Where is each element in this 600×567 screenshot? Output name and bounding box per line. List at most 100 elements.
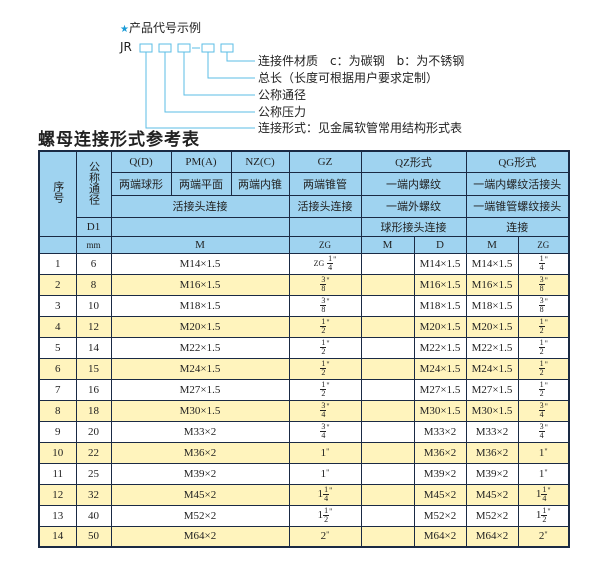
- cell-qz-m: [360, 441, 415, 464]
- cell-no: 14: [38, 525, 77, 548]
- cell-zg: 1 2 ": [288, 357, 362, 380]
- cell-no: 11: [38, 462, 77, 485]
- code-diagram: [139, 43, 255, 129]
- cell-qg-zg: 1 2 ": [517, 315, 570, 338]
- cell-qg-zg: 3 4 ": [517, 399, 570, 422]
- header-seq-cont: [38, 235, 77, 254]
- header-q-desc: 两端球形: [110, 171, 172, 196]
- header-nz-desc: 两端内锥: [230, 171, 290, 196]
- cell-qz-d: M45×2: [413, 483, 467, 506]
- cell-qg-m: M14×1.5: [465, 252, 519, 275]
- table-row: 10 22 M36×2 1" M36×2 M36×2 1": [38, 441, 570, 464]
- cell-no: 4: [38, 315, 77, 338]
- code-box: [177, 43, 191, 53]
- cell-no: 9: [38, 420, 77, 443]
- header-qz-m: M: [360, 235, 415, 254]
- cell-qg-m: M18×1.5: [465, 294, 519, 317]
- cell-no: 10: [38, 441, 77, 464]
- header-qz-desc: 一端内螺纹: [360, 171, 467, 196]
- cell-dn: 6: [75, 252, 112, 275]
- header-qz: QZ形式: [360, 150, 467, 173]
- table-row: 8 18 M30×1.5 3 4 " M30×1.5 M30×1.5 3 4 ": [38, 399, 570, 422]
- table-row: 2 8 M16×1.5 3 8 " M16×1.5 M16×1.5 3 8 ": [38, 273, 570, 296]
- header-qg-desc: 一端内螺纹活接头: [465, 171, 570, 196]
- cell-qz-m: [360, 336, 415, 359]
- header-qg-desc2: 一端锥管螺纹接头: [465, 194, 570, 218]
- cell-m: M14×1.5: [110, 252, 290, 275]
- cell-m: M20×1.5: [110, 315, 290, 338]
- cell-qg-zg: 3 8 ": [517, 273, 570, 296]
- table-row: 9 20 M33×2 3 4 " M33×2 M33×2 3 4 ": [38, 420, 570, 443]
- table-row: 1 6 M14×1.5 ZG 1 4 " M14×1.5 M14×1.5 1 4 ": [38, 252, 570, 275]
- star-icon: ★: [120, 24, 129, 35]
- header-nz: NZ(C): [230, 150, 290, 173]
- header-qz-desc3: 球形接头连接: [360, 216, 467, 237]
- cell-qz-m: [360, 420, 415, 443]
- cell-qg-zg: 1 2 ": [517, 357, 570, 380]
- header-mm: mm: [75, 235, 112, 254]
- code-box: [220, 43, 234, 53]
- header-dn: 公称通径: [75, 150, 112, 218]
- header-zg: ZG: [288, 235, 362, 254]
- cell-zg: 3 4 ": [288, 420, 362, 443]
- cell-qg-zg: 3 8 ": [517, 294, 570, 317]
- cell-qg-m: M52×2: [465, 504, 519, 527]
- cell-qg-zg: 1": [517, 441, 570, 464]
- header-gz-desc: 两端锥管: [288, 171, 362, 196]
- cell-dn: 15: [75, 357, 112, 380]
- cell-zg: 1 2 ": [288, 315, 362, 338]
- cell-m: M30×1.5: [110, 399, 290, 422]
- table-row: 4 12 M20×1.5 1 2 " M20×1.5 M20×1.5 1 2 ": [38, 315, 570, 338]
- cell-m: M16×1.5: [110, 273, 290, 296]
- cell-dn: 25: [75, 462, 112, 485]
- cell-qz-d: M30×1.5: [413, 399, 467, 422]
- legend-title: ★产品代号示例: [120, 19, 201, 36]
- cell-m: M45×2: [110, 483, 290, 506]
- cell-qz-d: M36×2: [413, 441, 467, 464]
- cell-zg: 3 8 ": [288, 294, 362, 317]
- cell-dn: 8: [75, 273, 112, 296]
- cell-qg-m: M22×1.5: [465, 336, 519, 359]
- header-qg: QG形式: [465, 150, 570, 173]
- cell-qz-d: M39×2: [413, 462, 467, 485]
- cell-qz-m: [360, 294, 415, 317]
- table-row: 3 10 M18×1.5 3 8 " M18×1.5 M18×1.5 3 8 ": [38, 294, 570, 317]
- cell-zg: 1": [288, 441, 362, 464]
- header-qz-desc2: 一端外螺纹: [360, 194, 467, 218]
- cell-zg: 1 2 ": [288, 336, 362, 359]
- cell-m: M24×1.5: [110, 357, 290, 380]
- cell-dn: 12: [75, 315, 112, 338]
- code-box: [158, 43, 172, 53]
- header-qg-desc3: 连接: [465, 216, 570, 237]
- header-seq: 序号: [38, 150, 77, 237]
- cell-dn: 10: [75, 294, 112, 317]
- cell-zg: 1 1 4 ": [288, 483, 362, 506]
- cell-qg-m: M30×1.5: [465, 399, 519, 422]
- header-d1: D1: [75, 216, 112, 237]
- header-union: 活接头连接: [110, 194, 290, 218]
- cell-qz-m: [360, 273, 415, 296]
- label-diameter: 公称通径: [258, 88, 307, 102]
- cell-qg-m: M33×2: [465, 420, 519, 443]
- cell-m: M52×2: [110, 504, 290, 527]
- cell-m: M27×1.5: [110, 378, 290, 401]
- cell-qg-m: M16×1.5: [465, 273, 519, 296]
- cell-qz-m: [360, 399, 415, 422]
- cell-no: 13: [38, 504, 77, 527]
- cell-qz-d: M20×1.5: [413, 315, 467, 338]
- cell-zg: 1 2 ": [288, 378, 362, 401]
- table-row: 11 25 M39×2 1" M39×2 M39×2 1": [38, 462, 570, 485]
- cell-qz-m: [360, 252, 415, 275]
- cell-qz-d: M27×1.5: [413, 378, 467, 401]
- cell-qg-m: M27×1.5: [465, 378, 519, 401]
